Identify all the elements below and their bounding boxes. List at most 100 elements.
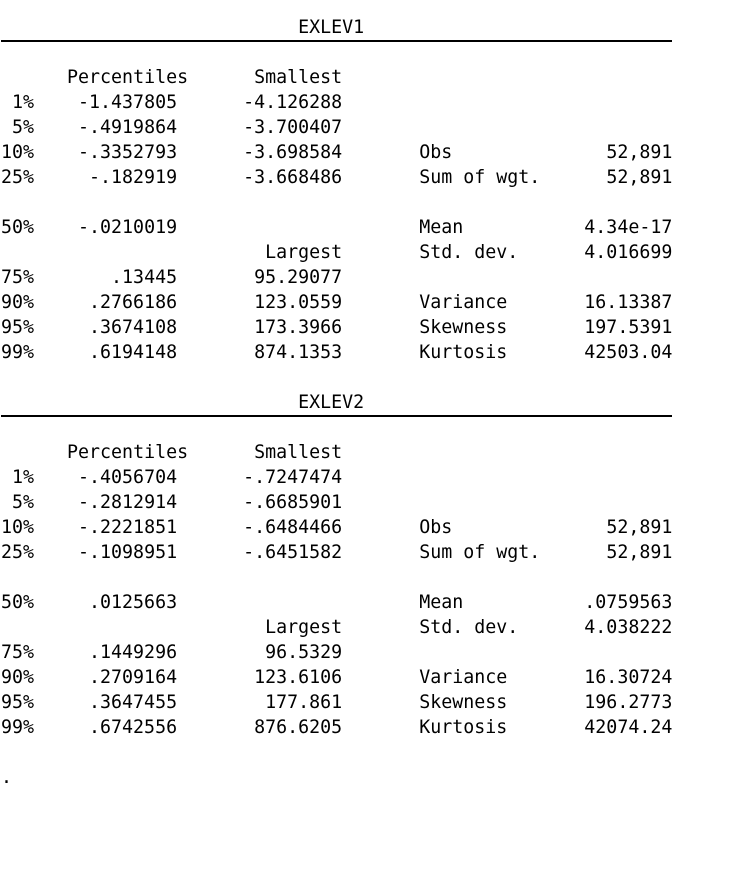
percentile-row: 90% .2766186 123.0559 Variance 16.13387 (1, 290, 672, 315)
percentile-value: .13445 (111, 267, 178, 288)
percentile-value: .6742556 (89, 717, 178, 738)
stat-value-std-dev: 4.016699 (584, 242, 673, 263)
column-header-percentiles: Percentiles (67, 67, 189, 88)
stat-value-kurtosis: 42503.04 (584, 342, 673, 363)
percentile-label: 5% (12, 492, 35, 513)
percentile-value: -.4919864 (78, 117, 178, 138)
blank-row (1, 190, 672, 215)
percentile-row: 1% -1.437805 -4.126288 (1, 90, 672, 115)
percentile-label: 75% (1, 267, 35, 288)
percentile-label: 95% (1, 692, 35, 713)
smallest-value: -3.700407 (243, 117, 343, 138)
command-prompt: . (1, 767, 13, 788)
percentile-row: 1% -.4056704 -.7247474 (1, 465, 672, 490)
stat-label-kurtosis: Kurtosis (419, 717, 508, 738)
percentile-row: 5% -.2812914 -.6685901 (1, 490, 672, 515)
smallest-value: -3.698584 (243, 142, 343, 163)
percentile-row: 25% -.182919 -3.668486 Sum of wgt. 52,89… (1, 165, 672, 190)
percentile-label: 90% (1, 667, 35, 688)
largest-value: 123.0559 (254, 292, 343, 313)
largest-value: 95.29077 (254, 267, 343, 288)
stat-value-mean: 4.34e-17 (584, 217, 673, 238)
stat-value-variance: 16.30724 (584, 667, 673, 688)
column-header-row: Percentiles Smallest (1, 65, 672, 90)
percentile-row: 75% .1449296 96.5329 (1, 640, 672, 665)
column-header-percentiles: Percentiles (67, 442, 189, 463)
column-header-largest: Largest (265, 617, 343, 638)
stat-value-std-dev: 4.038222 (584, 617, 673, 638)
percentile-label: 25% (1, 167, 35, 188)
percentile-value: .3647455 (89, 692, 178, 713)
percentile-label: 10% (1, 517, 35, 538)
smallest-value: -3.668486 (243, 167, 343, 188)
percentile-value: .0125663 (89, 592, 178, 613)
percentile-label: 95% (1, 317, 35, 338)
percentile-value: -.3352793 (78, 142, 178, 163)
percentile-label: 5% (12, 117, 35, 138)
stat-value-mean: .0759563 (584, 592, 673, 613)
largest-value: 173.3966 (254, 317, 343, 338)
stat-label-obs: Obs (419, 517, 453, 538)
percentile-value: -.0210019 (78, 217, 178, 238)
stat-value-obs: 52,891 (606, 517, 673, 538)
variable-title: EXLEV1 (298, 17, 365, 38)
percentile-value: -.4056704 (78, 467, 178, 488)
percentile-row: 99% .6742556 876.6205 Kurtosis 42074.24 (1, 715, 672, 740)
percentile-row: 5% -.4919864 -3.700407 (1, 115, 672, 140)
stat-value-sum-of-wgt: 52,891 (606, 542, 673, 563)
smallest-value: -.6451582 (243, 542, 343, 563)
percentile-label: 10% (1, 142, 35, 163)
smallest-value: -.6685901 (243, 492, 343, 513)
percentile-value: -1.437805 (78, 92, 178, 113)
percentile-value: -.2812914 (78, 492, 178, 513)
percentile-row: 90% .2709164 123.6106 Variance 16.30724 (1, 665, 672, 690)
stat-label-std-dev: Std. dev. (419, 242, 519, 263)
stat-value-obs: 52,891 (606, 142, 673, 163)
largest-header-row: Largest Std. dev. 4.038222 (1, 615, 672, 640)
percentile-value: -.2221851 (78, 517, 178, 538)
percentile-row: 95% .3674108 173.3966 Skewness 197.5391 (1, 315, 672, 340)
percentile-value: .6194148 (89, 342, 178, 363)
separator-rule (1, 40, 673, 42)
percentile-value: .3674108 (89, 317, 178, 338)
prompt-row: . (1, 765, 672, 790)
stat-label-obs: Obs (419, 142, 453, 163)
stat-label-variance: Variance (419, 667, 508, 688)
percentile-row: 75% .13445 95.29077 (1, 265, 672, 290)
variable-title-row: EXLEV1 (1, 15, 672, 40)
percentile-row: 95% .3647455 177.861 Skewness 196.2773 (1, 690, 672, 715)
stat-value-skewness: 197.5391 (584, 317, 673, 338)
percentile-label: 75% (1, 642, 35, 663)
percentile-row: 50% -.0210019 Mean 4.34e-17 (1, 215, 672, 240)
stat-label-kurtosis: Kurtosis (419, 342, 508, 363)
variable-title-row: EXLEV2 (1, 390, 672, 415)
percentile-row: 99% .6194148 874.1353 Kurtosis 42503.04 (1, 340, 672, 365)
largest-value: 177.861 (265, 692, 343, 713)
stat-label-mean: Mean (419, 592, 464, 613)
percentile-value: -.1098951 (78, 542, 178, 563)
largest-value: 96.5329 (265, 642, 343, 663)
percentile-row: 50% .0125663 Mean .0759563 (1, 590, 672, 615)
stata-results-output: EXLEV1 Percentiles Smallest 1% -1.437805… (1, 15, 673, 790)
stat-label-sum-of-wgt: Sum of wgt. (419, 542, 541, 563)
column-header-smallest: Smallest (254, 67, 343, 88)
column-header-smallest: Smallest (254, 442, 343, 463)
percentile-value: -.182919 (89, 167, 178, 188)
smallest-value: -4.126288 (243, 92, 343, 113)
percentile-label: 90% (1, 292, 35, 313)
stat-label-skewness: Skewness (419, 692, 508, 713)
smallest-value: -.7247474 (243, 467, 343, 488)
separator-rule (1, 415, 673, 417)
percentile-label: 1% (12, 467, 35, 488)
blank-row (1, 740, 672, 765)
percentile-label: 50% (1, 592, 35, 613)
smallest-value: -.6484466 (243, 517, 343, 538)
stat-label-skewness: Skewness (419, 317, 508, 338)
blank-row (1, 565, 672, 590)
percentile-value: .1449296 (89, 642, 178, 663)
stat-label-sum-of-wgt: Sum of wgt. (419, 167, 541, 188)
percentile-label: 99% (1, 717, 35, 738)
blank-row (1, 365, 672, 390)
separator-row (1, 415, 673, 440)
stat-label-variance: Variance (419, 292, 508, 313)
